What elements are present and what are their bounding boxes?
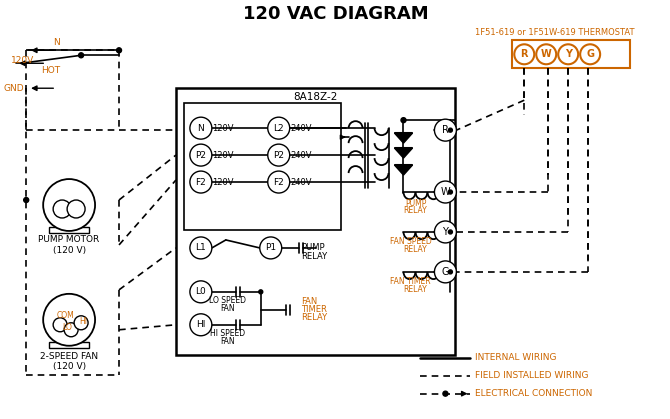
Circle shape: [268, 117, 289, 139]
Text: PUMP: PUMP: [301, 243, 324, 252]
Text: FAN: FAN: [220, 304, 235, 313]
Circle shape: [558, 44, 578, 64]
Circle shape: [190, 117, 212, 139]
Text: N: N: [53, 38, 60, 47]
Text: N: N: [198, 124, 204, 133]
Bar: [49, 227, 89, 233]
Text: Y: Y: [442, 227, 448, 237]
Text: P2: P2: [273, 150, 284, 160]
Text: L2: L2: [273, 124, 284, 133]
Circle shape: [448, 270, 452, 274]
Text: HI SPEED: HI SPEED: [210, 329, 245, 338]
Text: RELAY: RELAY: [301, 252, 327, 261]
Text: 120 VAC DIAGRAM: 120 VAC DIAGRAM: [243, 5, 428, 23]
Text: ELECTRICAL CONNECTION: ELECTRICAL CONNECTION: [475, 389, 593, 398]
Text: RELAY: RELAY: [403, 246, 427, 254]
Text: 240V: 240V: [290, 178, 312, 186]
Bar: [49, 342, 89, 348]
Circle shape: [78, 53, 84, 58]
Circle shape: [190, 314, 212, 336]
Text: 1F51-619 or 1F51W-619 THERMOSTAT: 1F51-619 or 1F51W-619 THERMOSTAT: [476, 28, 635, 37]
Circle shape: [536, 44, 556, 64]
Text: FIELD INSTALLED WIRING: FIELD INSTALLED WIRING: [475, 371, 589, 380]
Circle shape: [23, 197, 29, 202]
Circle shape: [64, 323, 78, 337]
Text: 120V: 120V: [212, 124, 234, 133]
Text: RELAY: RELAY: [403, 285, 427, 295]
Circle shape: [260, 237, 281, 259]
Text: HOT: HOT: [42, 66, 61, 75]
Text: HI: HI: [196, 320, 206, 329]
Circle shape: [190, 237, 212, 259]
Text: F2: F2: [273, 178, 284, 186]
Text: FAN SPEED: FAN SPEED: [390, 238, 431, 246]
Circle shape: [443, 391, 448, 396]
Text: INTERNAL WIRING: INTERNAL WIRING: [475, 353, 557, 362]
Text: FAN: FAN: [220, 337, 235, 346]
Circle shape: [434, 221, 456, 243]
Text: FAN: FAN: [301, 297, 317, 306]
Circle shape: [434, 119, 456, 141]
Circle shape: [401, 118, 406, 123]
Polygon shape: [395, 133, 413, 143]
Text: 240V: 240V: [290, 124, 312, 133]
Text: LO: LO: [62, 323, 72, 332]
Circle shape: [117, 48, 121, 53]
Circle shape: [43, 294, 95, 346]
Circle shape: [580, 44, 600, 64]
Polygon shape: [395, 148, 413, 158]
Circle shape: [268, 171, 289, 193]
Text: 120V: 120V: [212, 150, 234, 160]
Circle shape: [74, 316, 88, 330]
Text: F2: F2: [196, 178, 206, 186]
Text: GND: GND: [3, 84, 24, 93]
Text: L1: L1: [196, 243, 206, 252]
Circle shape: [67, 200, 85, 218]
Circle shape: [515, 44, 534, 64]
Text: 120V: 120V: [212, 178, 234, 186]
Text: R: R: [442, 125, 449, 135]
Circle shape: [448, 128, 452, 132]
Text: W: W: [441, 187, 450, 197]
Text: PUMP: PUMP: [405, 199, 426, 207]
Circle shape: [259, 290, 263, 294]
Text: 8A18Z-2: 8A18Z-2: [293, 92, 338, 102]
Text: 240V: 240V: [290, 150, 312, 160]
Text: RELAY: RELAY: [301, 313, 327, 322]
Circle shape: [190, 281, 212, 303]
Text: W: W: [541, 49, 551, 59]
Circle shape: [448, 230, 452, 234]
Text: R: R: [521, 49, 528, 59]
Text: G: G: [442, 267, 449, 277]
Text: G: G: [586, 49, 594, 59]
Circle shape: [190, 171, 212, 193]
Circle shape: [53, 200, 71, 218]
Bar: [513, 40, 630, 68]
Text: P1: P1: [265, 243, 276, 252]
Polygon shape: [395, 165, 413, 175]
Circle shape: [268, 144, 289, 166]
Text: LO SPEED: LO SPEED: [209, 296, 247, 305]
Text: HI: HI: [79, 317, 87, 326]
Text: 2-SPEED FAN
(120 V): 2-SPEED FAN (120 V): [40, 352, 98, 371]
Text: L0: L0: [196, 287, 206, 296]
Text: COM: COM: [56, 311, 74, 320]
Text: Y: Y: [565, 49, 572, 59]
Circle shape: [53, 318, 67, 332]
Text: 120V: 120V: [11, 56, 34, 65]
Bar: [176, 88, 456, 355]
Text: TIMER: TIMER: [301, 305, 326, 314]
Text: PUMP MOTOR
(120 V): PUMP MOTOR (120 V): [38, 235, 100, 255]
Circle shape: [190, 144, 212, 166]
Circle shape: [434, 261, 456, 283]
Circle shape: [43, 179, 95, 231]
Text: RELAY: RELAY: [403, 207, 427, 215]
Circle shape: [448, 190, 452, 194]
Text: FAN TIMER: FAN TIMER: [390, 277, 431, 286]
Circle shape: [434, 181, 456, 203]
Text: P2: P2: [196, 150, 206, 160]
Bar: [184, 103, 340, 230]
